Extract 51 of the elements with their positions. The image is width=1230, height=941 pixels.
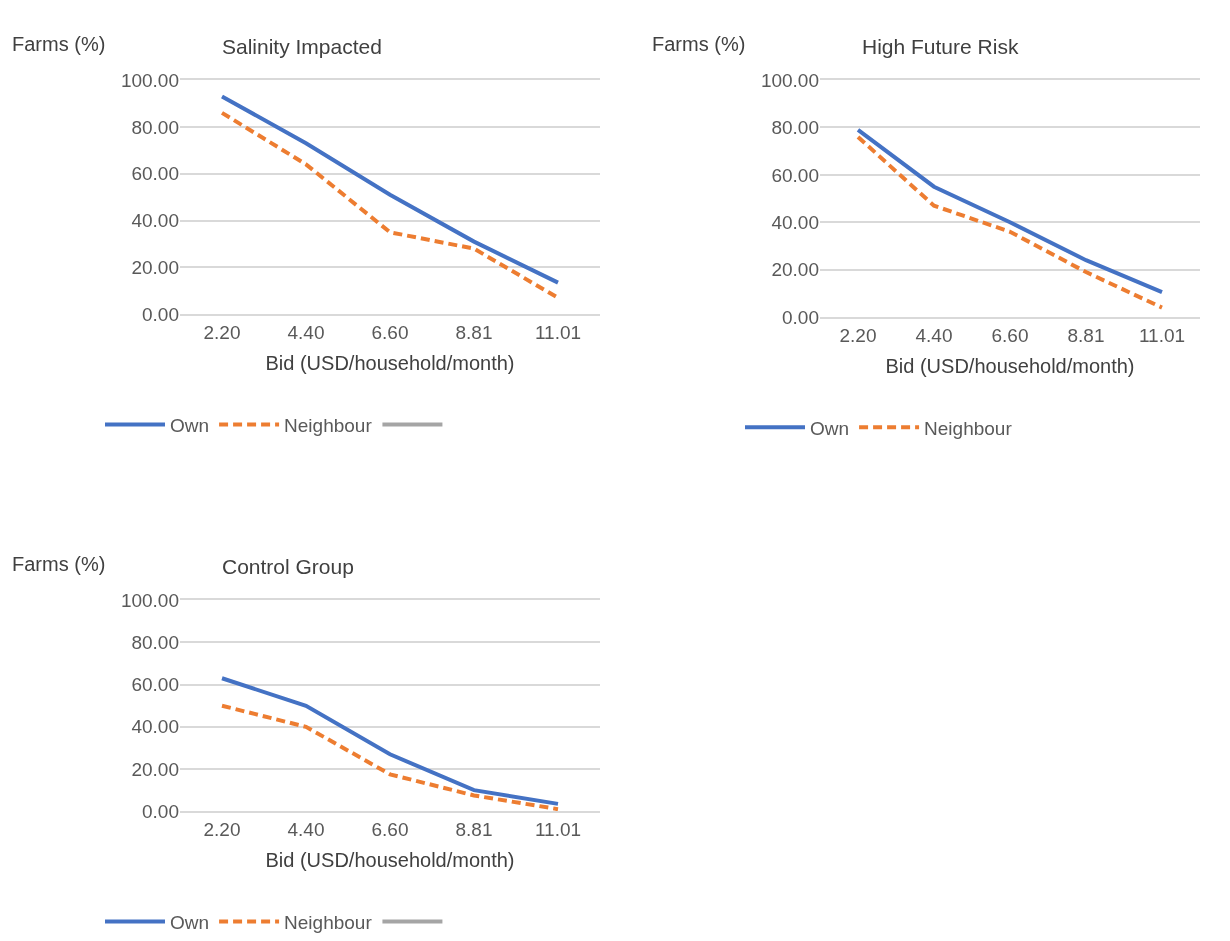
x-tick-label: 4.40 [915,324,953,346]
legend-label: Own [810,417,850,439]
y-tick-label: 60.00 [131,674,179,696]
y-tick-label: 80.00 [131,632,179,654]
chart-title: High Future Risk [862,35,1019,58]
x-tick-label: 2.20 [203,321,241,343]
chart-title: Salinity Impacted [222,35,382,58]
legend-label: Neighbour [284,911,373,933]
x-tick-label: 8.81 [1067,324,1105,346]
y-tick-label: 0.00 [142,800,179,822]
line-series [220,94,560,285]
chart-title: Control Group [222,555,354,578]
line-series [220,703,560,812]
x-tick-label: 8.81 [455,818,493,840]
y-tick-label: 80.00 [771,117,819,139]
y-tick-label: 60.00 [131,163,179,185]
y-tick-label: 40.00 [131,716,179,738]
x-tick-label: 6.60 [991,324,1029,346]
x-tick-label: 6.60 [371,818,409,840]
x-tick-label: 11.01 [534,321,582,343]
y-tick-label: 0.00 [142,303,179,325]
y-tick-label: 0.00 [782,306,819,328]
x-tick-label: 4.40 [287,818,325,840]
x-tick-label: 11.01 [534,818,582,840]
y-tick-label: 100.00 [120,589,179,611]
y-tick-label: 100.00 [120,69,179,91]
y-tick-label: 20.00 [131,257,179,279]
x-axis-title: Bid (USD/household/month) [265,848,515,871]
y-tick-label: 60.00 [771,164,819,186]
y-tick-label: 20.00 [771,259,819,281]
y-axis-title: Farms (%) [12,553,106,575]
x-tick-label: 4.40 [287,321,325,343]
y-tick-label: 40.00 [131,210,179,232]
x-axis-title: Bid (USD/household/month) [265,351,515,374]
y-axis-title: Farms (%) [12,33,106,55]
y-tick-label: 100.00 [760,69,819,91]
y-tick-label: 20.00 [131,758,179,780]
x-tick-label: 6.60 [371,321,409,343]
y-axis-title: Farms (%) [652,33,746,55]
line-series [220,676,560,806]
x-tick-label: 2.20 [839,324,877,346]
legend-label: Neighbour [924,417,1013,439]
x-tick-label: 8.81 [455,321,493,343]
x-tick-label: 11.01 [1138,324,1186,346]
y-tick-label: 80.00 [131,116,179,138]
legend-label: Own [170,911,210,933]
legend-label: Own [170,414,210,436]
x-tick-label: 2.20 [203,818,241,840]
legend-label: Neighbour [284,414,373,436]
y-tick-label: 40.00 [771,211,819,233]
x-axis-title: Bid (USD/household/month) [885,354,1135,377]
